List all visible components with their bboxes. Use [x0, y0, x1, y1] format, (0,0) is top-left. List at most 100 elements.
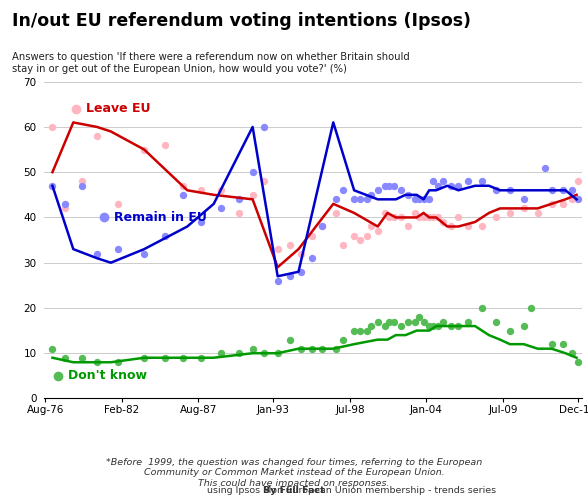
- Point: [397, 186, 406, 194]
- Point: [573, 358, 583, 366]
- Point: [273, 245, 282, 253]
- Point: [178, 182, 188, 190]
- Point: [558, 186, 567, 194]
- Point: [410, 196, 420, 203]
- Point: [463, 177, 473, 185]
- Point: [403, 191, 413, 199]
- Point: [567, 196, 577, 203]
- Point: [519, 196, 529, 203]
- Point: [384, 213, 393, 221]
- Text: In/out EU referendum voting intentions (Ipsos): In/out EU referendum voting intentions (…: [12, 12, 471, 30]
- Text: *Before  1999, the question was changed four times, referring to the European
Co: *Before 1999, the question was changed f…: [106, 458, 482, 488]
- Point: [161, 232, 170, 240]
- Point: [454, 182, 463, 190]
- Point: [349, 196, 359, 203]
- Text: using Ipsos Mori European Union membership - trends series: using Ipsos Mori European Union membersh…: [204, 486, 496, 495]
- Point: [419, 318, 428, 326]
- Point: [285, 336, 295, 344]
- Point: [318, 223, 327, 231]
- Point: [403, 318, 413, 326]
- Point: [196, 354, 206, 362]
- Point: [573, 177, 583, 185]
- Point: [397, 322, 406, 330]
- Point: [505, 186, 514, 194]
- Point: [362, 232, 372, 240]
- Point: [338, 186, 348, 194]
- Text: By Full Fact: By Full Fact: [263, 486, 325, 495]
- Point: [77, 182, 86, 190]
- Point: [308, 232, 317, 240]
- Point: [48, 123, 57, 131]
- Point: [447, 322, 456, 330]
- Point: [349, 327, 359, 335]
- Point: [547, 340, 556, 348]
- Point: [161, 141, 170, 149]
- Point: [439, 318, 448, 326]
- Point: [505, 327, 514, 335]
- Point: [397, 213, 406, 221]
- Point: [60, 204, 69, 212]
- Point: [433, 322, 442, 330]
- Point: [308, 254, 317, 262]
- Text: Remain in EU: Remain in EU: [113, 211, 206, 224]
- Point: [196, 186, 206, 194]
- Point: [318, 223, 327, 231]
- Point: [558, 340, 567, 348]
- Point: [362, 327, 372, 335]
- Point: [139, 354, 149, 362]
- Point: [454, 322, 463, 330]
- Point: [384, 318, 393, 326]
- Point: [439, 218, 448, 226]
- Point: [425, 196, 434, 203]
- Point: [259, 177, 269, 185]
- Point: [259, 349, 269, 357]
- Point: [355, 327, 365, 335]
- Point: [48, 345, 57, 352]
- Point: [390, 213, 399, 221]
- Point: [380, 182, 389, 190]
- Point: [433, 213, 442, 221]
- Point: [380, 322, 389, 330]
- Point: [491, 213, 500, 221]
- Point: [573, 196, 583, 203]
- Point: [491, 186, 500, 194]
- Point: [273, 277, 282, 285]
- Point: [429, 177, 438, 185]
- Point: [415, 213, 424, 221]
- Point: [403, 223, 413, 231]
- Point: [234, 196, 243, 203]
- Point: [216, 204, 225, 212]
- Point: [216, 349, 225, 357]
- Point: [318, 345, 327, 352]
- Point: [248, 345, 258, 352]
- Point: [161, 354, 170, 362]
- Point: [355, 236, 365, 244]
- Point: [234, 209, 243, 217]
- Point: [547, 200, 556, 208]
- Point: [526, 304, 536, 312]
- Point: [285, 272, 295, 280]
- Point: [366, 191, 376, 199]
- Point: [491, 318, 500, 326]
- Point: [463, 223, 473, 231]
- Point: [425, 213, 434, 221]
- Point: [366, 322, 376, 330]
- Point: [477, 223, 487, 231]
- Point: [505, 209, 514, 217]
- Point: [113, 245, 122, 253]
- Point: [92, 132, 102, 140]
- Point: [433, 182, 442, 190]
- Point: [60, 200, 69, 208]
- Point: [234, 349, 243, 357]
- Point: [308, 345, 317, 352]
- Point: [273, 349, 282, 357]
- Point: [338, 241, 348, 248]
- Point: [540, 164, 549, 172]
- Point: [355, 196, 365, 203]
- Point: [113, 200, 122, 208]
- Point: [332, 196, 341, 203]
- Point: [362, 196, 372, 203]
- Point: [296, 249, 306, 257]
- Point: [349, 232, 359, 240]
- Point: [332, 345, 341, 352]
